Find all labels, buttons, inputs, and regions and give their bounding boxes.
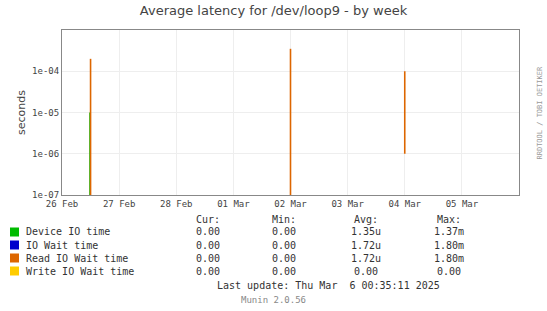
svg-text:0.00: 0.00 [272, 226, 296, 237]
svg-text:04 Mar: 04 Mar [388, 199, 421, 209]
svg-text:1.72u: 1.72u [351, 253, 381, 264]
svg-text:Cur:: Cur: [196, 214, 220, 225]
svg-text:1.80m: 1.80m [434, 240, 464, 251]
svg-text:0.00: 0.00 [437, 266, 461, 277]
svg-text:1e-04: 1e-04 [32, 66, 59, 76]
svg-text:1.35u: 1.35u [351, 226, 381, 237]
svg-text:03 Mar: 03 Mar [331, 199, 364, 209]
svg-text:RRDTOOL / TOBI OETIKER: RRDTOOL / TOBI OETIKER [536, 66, 544, 160]
svg-text:0.00: 0.00 [272, 240, 296, 251]
svg-text:1.80m: 1.80m [434, 253, 464, 264]
svg-text:Last update: Thu Mar 6 00:35:: Last update: Thu Mar 6 00:35:11 2025 [217, 280, 440, 291]
svg-text:1.72u: 1.72u [351, 240, 381, 251]
svg-text:Device IO time: Device IO time [26, 226, 110, 237]
svg-text:Read IO Wait time: Read IO Wait time [26, 253, 128, 264]
svg-text:Max:: Max: [437, 214, 461, 225]
svg-text:Munin 2.0.56: Munin 2.0.56 [241, 295, 306, 305]
svg-text:0.00: 0.00 [196, 226, 220, 237]
svg-text:0.00: 0.00 [272, 253, 296, 264]
svg-text:26 Feb: 26 Feb [46, 199, 79, 209]
svg-text:Write IO Wait time: Write IO Wait time [26, 266, 134, 277]
svg-text:0.00: 0.00 [272, 266, 296, 277]
svg-text:02 Mar: 02 Mar [274, 199, 307, 209]
svg-text:0.00: 0.00 [196, 240, 220, 251]
svg-text:seconds: seconds [15, 90, 28, 135]
svg-text:1e-05: 1e-05 [32, 108, 59, 118]
svg-text:28 Feb: 28 Feb [160, 199, 193, 209]
svg-text:Min:: Min: [272, 214, 296, 225]
svg-text:1e-06: 1e-06 [32, 149, 59, 159]
svg-text:Avg:: Avg: [354, 214, 378, 225]
svg-text:0.00: 0.00 [354, 266, 378, 277]
svg-text:1.37m: 1.37m [434, 226, 464, 237]
svg-text:IO Wait time: IO Wait time [26, 240, 98, 251]
svg-text:0.00: 0.00 [196, 253, 220, 264]
svg-text:1e-07: 1e-07 [32, 190, 59, 200]
svg-text:01 Mar: 01 Mar [217, 199, 250, 209]
svg-text:05 Mar: 05 Mar [446, 199, 479, 209]
svg-text:27 Feb: 27 Feb [103, 199, 136, 209]
svg-text:Average latency for /dev/loop9: Average latency for /dev/loop9 - by week [140, 3, 408, 18]
svg-text:0.00: 0.00 [196, 266, 220, 277]
